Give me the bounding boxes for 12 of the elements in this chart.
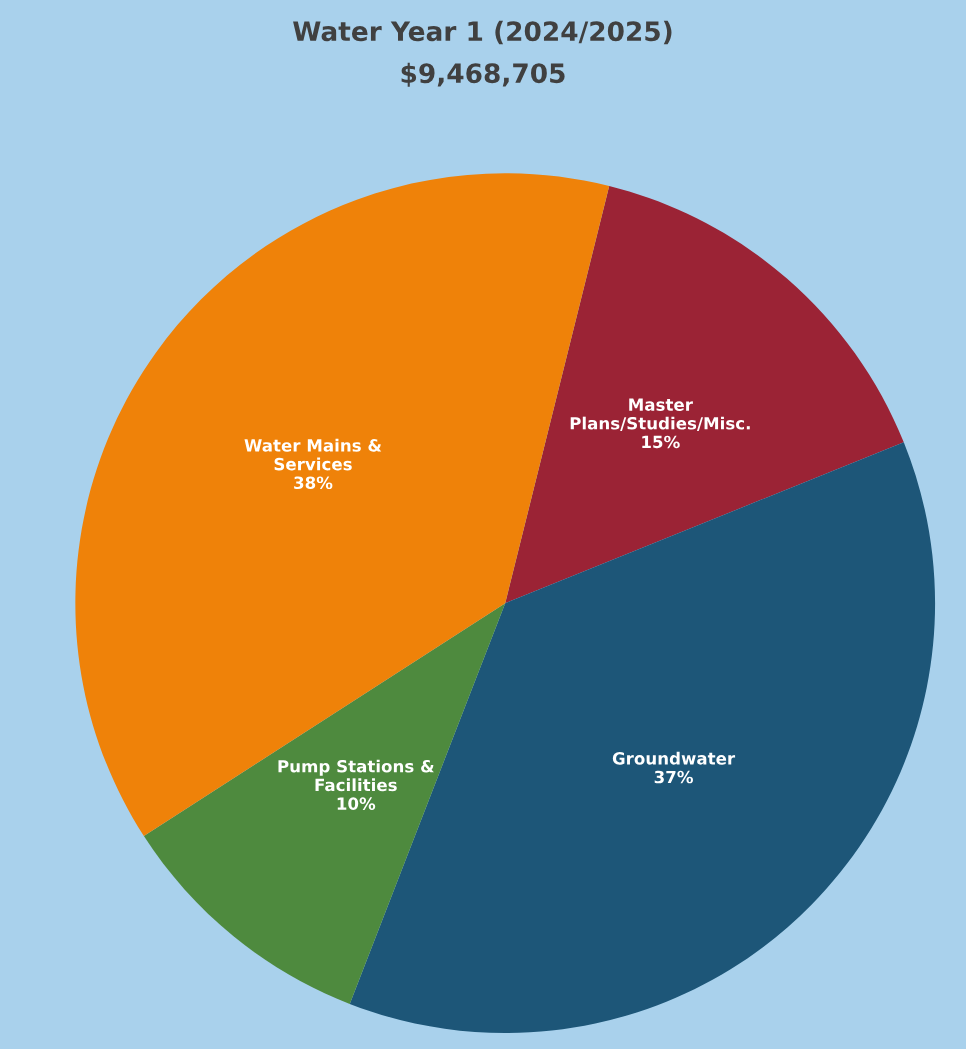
data-label: 37%: [654, 770, 693, 784]
slice-label: Groundwater: [612, 751, 736, 765]
pie-slice: [505, 186, 904, 604]
chart-title: Water Year 1 (2024/2025): [293, 20, 672, 45]
slice-label: Master Plans/Studies/Misc.: [570, 398, 750, 431]
slice-label: Pump Stations & Facilities: [278, 759, 434, 792]
data-label: 15%: [642, 435, 680, 449]
chart-subtitle: $9,468,705: [401, 62, 565, 87]
data-label: 10%: [337, 797, 376, 810]
data-label: 38%: [294, 476, 333, 490]
pie-slice: [143, 603, 506, 1004]
slice-label: Water Mains & Services: [244, 438, 382, 471]
